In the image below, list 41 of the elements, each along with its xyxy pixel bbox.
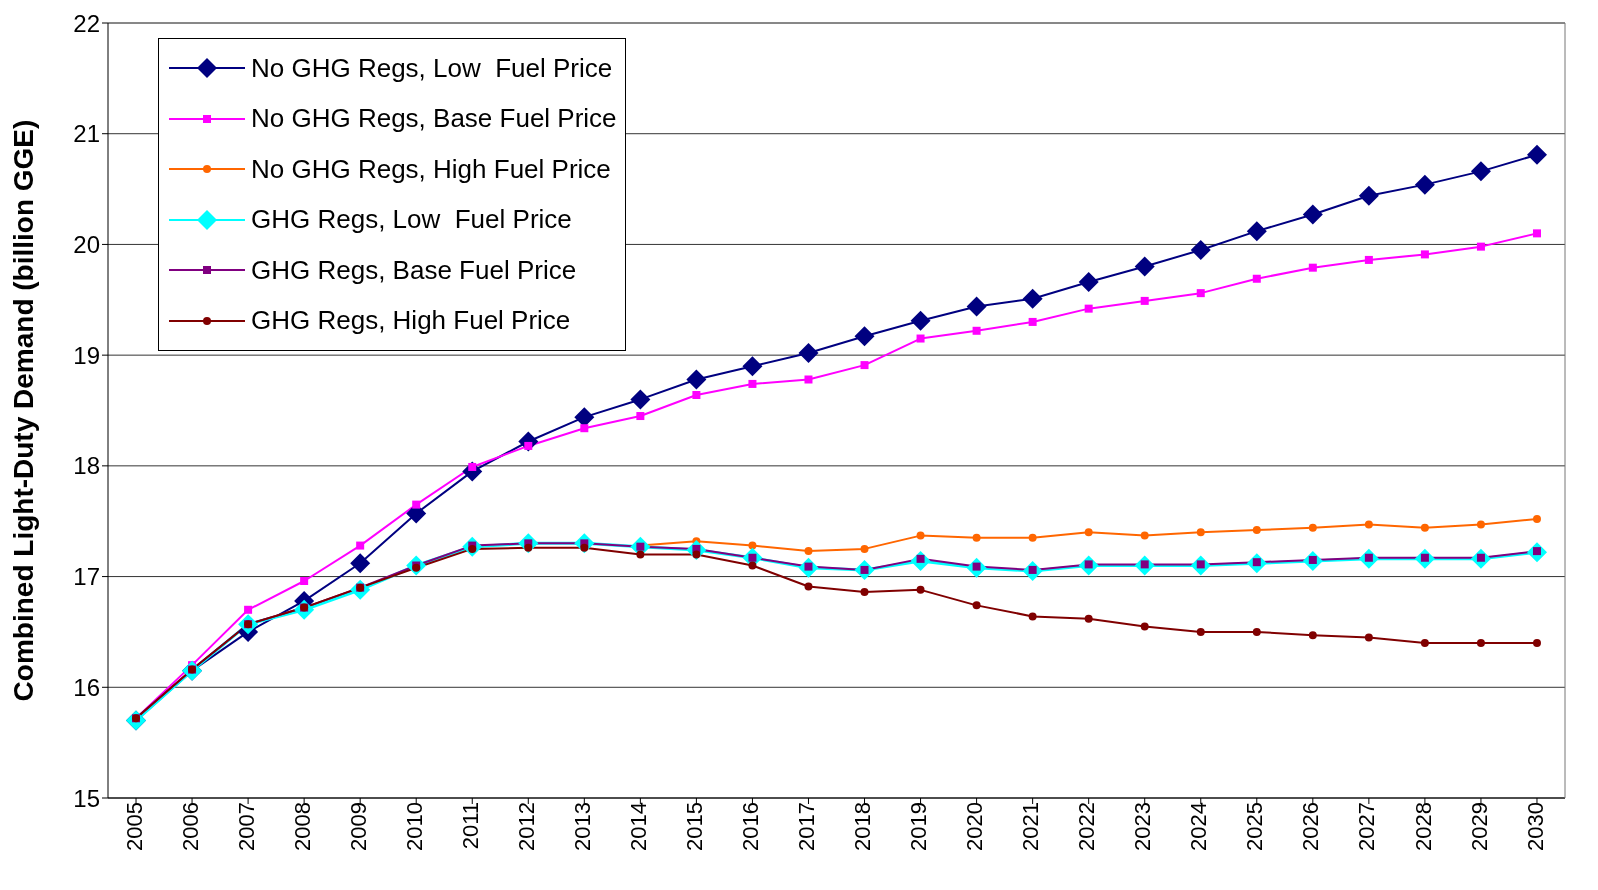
x-tick-label: 2019 <box>906 802 932 851</box>
y-tick-label: 22 <box>73 9 100 37</box>
legend-label: GHG Regs, Base Fuel Price <box>251 254 577 286</box>
x-tick-label: 2025 <box>1242 802 1268 851</box>
y-tick-label: 18 <box>73 452 100 480</box>
x-tick-label: 2027 <box>1354 802 1380 851</box>
y-tick-label: 16 <box>73 673 100 701</box>
legend-label: No GHG Regs, Low Fuel Price <box>251 52 613 84</box>
legend-label: GHG Regs, High Fuel Price <box>251 305 571 337</box>
x-tick-label: 2012 <box>513 802 539 851</box>
y-tick-label: 19 <box>73 341 100 369</box>
x-tick-label: 2016 <box>738 802 764 851</box>
x-tick-label: 2021 <box>1018 802 1044 851</box>
x-tick-label: 2023 <box>1130 802 1156 851</box>
y-tick-label: 17 <box>73 563 100 591</box>
x-tick-label: 2024 <box>1186 802 1212 851</box>
x-tick-label: 2008 <box>289 802 315 851</box>
legend-label: No GHG Regs, Base Fuel Price <box>251 103 617 135</box>
y-tick-label: 21 <box>73 120 100 148</box>
x-tick-label: 2022 <box>1074 802 1100 851</box>
x-tick-label: 2006 <box>177 802 203 851</box>
x-tick-label: 2010 <box>401 802 427 851</box>
x-tick-label: 2009 <box>345 802 371 851</box>
x-tick-label: 2014 <box>625 802 651 851</box>
y-axis-title: Combined Light-Duty Demand (billion GGE) <box>7 119 39 702</box>
legend-label: GHG Regs, Low Fuel Price <box>251 204 572 236</box>
x-tick-label: 2013 <box>569 802 595 851</box>
x-tick-label: 2020 <box>962 802 988 851</box>
y-tick-label: 15 <box>73 784 100 812</box>
x-tick-label: 2029 <box>1466 802 1492 851</box>
x-tick-label: 2015 <box>682 802 708 851</box>
x-tick-label: 2007 <box>233 802 259 851</box>
x-tick-label: 2028 <box>1410 802 1436 851</box>
x-tick-label: 2005 <box>121 802 147 851</box>
x-tick-label: 2026 <box>1298 802 1324 851</box>
x-tick-label: 2030 <box>1522 802 1548 851</box>
legend-label: No GHG Regs, High Fuel Price <box>251 153 611 185</box>
x-tick-label: 2011 <box>457 802 483 850</box>
y-tick-label: 20 <box>73 230 100 258</box>
x-tick-label: 2017 <box>794 802 820 851</box>
x-tick-label: 2018 <box>850 802 876 851</box>
